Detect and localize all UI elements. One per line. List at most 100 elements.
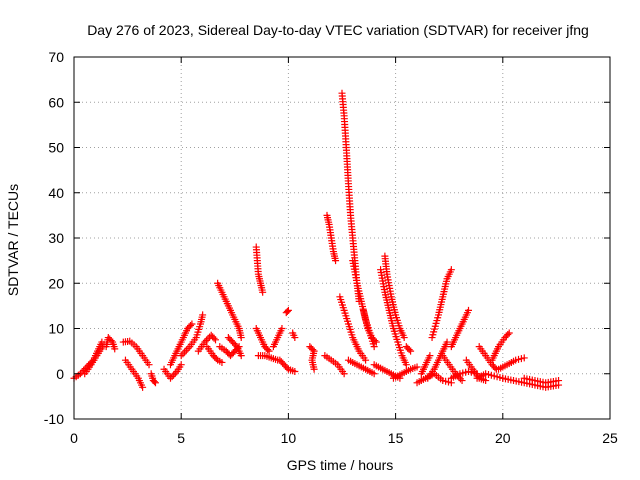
data-point bbox=[145, 361, 153, 369]
series-arc-48 bbox=[520, 374, 563, 387]
series-arc-15 bbox=[252, 243, 267, 296]
data-point bbox=[362, 356, 370, 364]
series-arc-19 bbox=[276, 356, 299, 375]
data-point bbox=[283, 308, 291, 316]
series-arc-17 bbox=[254, 352, 282, 364]
series-arc-38 bbox=[428, 266, 455, 342]
data-point bbox=[284, 306, 292, 314]
data-point bbox=[237, 334, 245, 342]
data-point bbox=[405, 346, 413, 354]
series-arc-33 bbox=[389, 363, 421, 382]
data-point bbox=[400, 334, 408, 342]
data-point bbox=[413, 363, 421, 371]
data-point bbox=[309, 346, 317, 354]
series-arc-05 bbox=[121, 356, 147, 391]
data-point bbox=[264, 346, 272, 354]
series-arc-04 bbox=[119, 337, 153, 369]
data-point bbox=[210, 334, 218, 342]
data-point bbox=[199, 311, 207, 319]
data-point bbox=[372, 338, 380, 346]
data-point bbox=[107, 337, 115, 345]
series-arc-26 bbox=[338, 89, 363, 305]
series-arc-22 bbox=[306, 343, 318, 373]
data-point bbox=[447, 266, 455, 274]
y-tick-label: -10 bbox=[44, 411, 64, 427]
series-arc-47 bbox=[499, 374, 563, 391]
series-arc-29 bbox=[359, 306, 380, 346]
series-arc-21 bbox=[289, 329, 299, 342]
x-tick-label: 20 bbox=[495, 430, 511, 446]
series-arc-07 bbox=[160, 361, 185, 382]
data-point bbox=[520, 354, 528, 362]
series-arc-41 bbox=[447, 367, 481, 382]
x-tick-label: 10 bbox=[281, 430, 297, 446]
data-point bbox=[504, 331, 512, 339]
data-point bbox=[505, 329, 513, 337]
series-arc-30 bbox=[370, 361, 404, 382]
data-point bbox=[370, 370, 378, 378]
data-point bbox=[458, 377, 466, 385]
x-tick-label: 5 bbox=[177, 430, 185, 446]
x-axis-label: GPS time / hours bbox=[287, 457, 394, 473]
series-arc-44 bbox=[475, 343, 500, 373]
data-point bbox=[426, 352, 434, 360]
data-point bbox=[151, 379, 159, 387]
data-points bbox=[70, 89, 563, 391]
data-point bbox=[186, 321, 194, 329]
data-point bbox=[371, 337, 379, 345]
data-point bbox=[171, 369, 179, 377]
data-point bbox=[291, 367, 299, 375]
series-arc-27 bbox=[344, 356, 378, 378]
series-arc-32 bbox=[381, 252, 408, 342]
data-point bbox=[555, 377, 563, 385]
data-point bbox=[202, 336, 210, 344]
data-point bbox=[340, 370, 348, 378]
data-point bbox=[259, 288, 267, 296]
series-arc-16 bbox=[252, 325, 273, 355]
data-point bbox=[402, 361, 410, 369]
data-point bbox=[184, 344, 192, 352]
series-arc-25 bbox=[336, 293, 370, 364]
data-point bbox=[291, 334, 299, 342]
series-arc-34 bbox=[402, 343, 415, 355]
data-point bbox=[310, 365, 318, 373]
data-point bbox=[370, 343, 378, 351]
data-point bbox=[181, 348, 189, 356]
data-point bbox=[443, 338, 451, 346]
series-arc-01 bbox=[70, 338, 106, 382]
data-point bbox=[212, 355, 220, 363]
x-tick-label: 15 bbox=[388, 430, 404, 446]
data-point bbox=[407, 347, 415, 355]
data-point bbox=[177, 361, 185, 369]
data-point bbox=[332, 257, 340, 265]
data-point bbox=[179, 350, 187, 358]
y-tick-label: 40 bbox=[48, 185, 64, 201]
series-arc-46 bbox=[495, 354, 528, 373]
series-arc-03 bbox=[102, 334, 119, 353]
data-point bbox=[188, 320, 196, 328]
axis-ticks: 0 5 10 15 20 25 -10 0 10 20 30 40 50 60 70 bbox=[44, 49, 618, 446]
y-tick-label: 30 bbox=[48, 230, 64, 246]
data-point bbox=[212, 336, 220, 344]
y-tick-label: 60 bbox=[48, 94, 64, 110]
series-arc-18 bbox=[269, 325, 286, 351]
data-point bbox=[201, 338, 209, 346]
data-point bbox=[464, 306, 472, 314]
y-tick-label: 70 bbox=[48, 49, 64, 65]
series-arc-40 bbox=[447, 306, 472, 351]
chart-title: Day 276 of 2023, Sidereal Day-to-day VTE… bbox=[87, 22, 589, 38]
y-axis-label: SDTVAR / TECUs bbox=[5, 184, 21, 296]
series-arc-43 bbox=[473, 370, 507, 382]
data-point bbox=[482, 377, 490, 385]
data-point bbox=[204, 335, 212, 343]
data-point bbox=[111, 345, 119, 353]
data-point bbox=[168, 373, 176, 381]
data-point bbox=[139, 383, 147, 391]
data-point bbox=[265, 347, 273, 355]
series-arc-31 bbox=[377, 266, 410, 369]
data-point bbox=[218, 358, 226, 366]
series-arc-36 bbox=[417, 352, 434, 378]
data-point bbox=[182, 346, 190, 354]
data-point bbox=[278, 325, 286, 332]
